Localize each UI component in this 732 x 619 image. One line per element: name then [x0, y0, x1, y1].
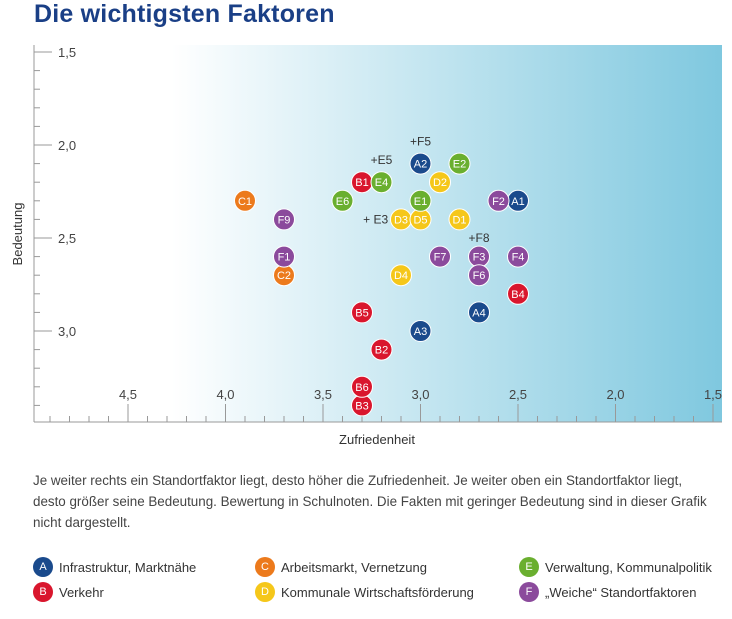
x-tick-label: 3,5	[314, 387, 332, 402]
legend-label-a: Infrastruktur, Marktnähe	[59, 559, 197, 575]
y-ticks: 1,5 2,0 2,5 3,0	[34, 45, 76, 406]
y-tick-label: 2,5	[58, 231, 76, 246]
data-label-b3: B3	[355, 400, 368, 412]
legend-item-c: C Arbeitsmarkt, Vernetzung	[255, 556, 427, 578]
data-point-d1	[448, 208, 471, 231]
y-tick-label: 2,0	[58, 138, 76, 153]
data-label-f9: F9	[278, 214, 291, 226]
data-label-d2: D2	[433, 177, 447, 189]
annotation-label: + E3	[363, 212, 388, 226]
legend-badge-e: E	[519, 557, 539, 577]
legend: A Infrastruktur, Marktnähe C Arbeitsmark…	[33, 556, 732, 616]
legend-label-b: Verkehr	[59, 584, 104, 600]
legend-badge-c: C	[255, 557, 275, 577]
data-label-b4: B4	[511, 289, 524, 301]
data-label-b1: B1	[355, 177, 368, 189]
data-point-b2	[370, 338, 393, 361]
data-label-e6: E6	[336, 196, 349, 208]
x-ticks: 4,5 4,0 3,5 3,0 2,5 2,0 1,5	[49, 387, 722, 422]
data-label-a1: A1	[511, 196, 524, 208]
data-point-f7	[429, 245, 451, 268]
plot-background	[34, 45, 722, 422]
data-label-e2: E2	[453, 159, 466, 171]
x-tick-label: 2,0	[606, 387, 624, 402]
data-point-f4	[507, 245, 529, 268]
annotation-label: +F8	[468, 231, 489, 245]
data-label-b5: B5	[355, 307, 368, 319]
legend-item-b: B Verkehr	[33, 581, 104, 603]
data-point-e6	[331, 189, 354, 212]
data-point-d4	[390, 264, 412, 287]
data-point-b4	[507, 282, 529, 305]
data-label-f6: F6	[473, 270, 486, 282]
data-label-e4: E4	[375, 177, 388, 189]
data-point-f6	[468, 264, 490, 287]
data-point-b6	[351, 375, 373, 398]
annotation-label: +E5	[371, 153, 393, 167]
x-tick-label: 1,5	[704, 387, 722, 402]
data-point-a4	[468, 301, 490, 324]
data-label-d5: D5	[413, 214, 427, 226]
data-label-c1: C1	[238, 196, 252, 208]
data-point-e2	[448, 152, 471, 175]
data-point-c1	[234, 189, 256, 212]
legend-badge-f: F	[519, 582, 539, 602]
legend-badge-d: D	[255, 582, 275, 602]
legend-label-f: „Weiche“ Standortfaktoren	[545, 584, 697, 600]
legend-label-e: Verwaltung, Kommunalpolitik	[545, 559, 712, 575]
legend-item-d: D Kommunale Wirtschaftsförderung	[255, 581, 474, 603]
data-label-b6: B6	[355, 382, 368, 394]
data-point-f2	[487, 189, 510, 212]
x-tick-label: 4,5	[119, 387, 137, 402]
data-label-d4: D4	[394, 270, 408, 282]
data-label-f2: F2	[492, 196, 505, 208]
legend-item-f: F „Weiche“ Standortfaktoren	[519, 581, 697, 603]
data-label-f3: F3	[473, 252, 486, 264]
data-label-d3: D3	[394, 214, 408, 226]
y-axis-label: Bedeutung	[10, 203, 25, 266]
legend-label-d: Kommunale Wirtschaftsförderung	[281, 584, 474, 600]
chart-caption: Je weiter rechts ein Standortfaktor lieg…	[33, 473, 707, 530]
data-point-f1	[273, 245, 295, 268]
y-tick-label: 1,5	[58, 45, 76, 60]
data-point-e4	[370, 171, 393, 194]
chart-title: Die wichtigsten Faktoren	[34, 0, 335, 28]
x-tick-label: 3,0	[411, 387, 429, 402]
legend-badge-b: B	[33, 582, 53, 602]
legend-label-c: Arbeitsmarkt, Vernetzung	[281, 559, 427, 575]
x-tick-label: 4,0	[216, 387, 234, 402]
data-points: A1 A2 A3 A4 B1 B2 B3 B4 B5 B6 C1 C2 D1 D2 D3 D4 D5 E1 E2 E4…	[234, 152, 529, 417]
data-label-a4: A4	[472, 307, 485, 319]
annotations: +F5 +E5 + E3 +F8	[363, 134, 490, 245]
x-tick-label: 2,5	[509, 387, 527, 402]
data-label-f1: F1	[278, 252, 291, 264]
data-point-d2	[429, 171, 451, 194]
data-point-f9	[273, 208, 295, 231]
annotation-label: +F5	[410, 134, 431, 148]
data-label-c2: C2	[277, 270, 291, 282]
data-label-f7: F7	[434, 252, 447, 264]
data-label-e1: E1	[414, 196, 427, 208]
legend-badge-a: A	[33, 557, 53, 577]
data-point-a3	[409, 320, 432, 342]
data-point-a2	[409, 152, 432, 175]
scatter-chart: 1,5 2,0 2,5 3,0 4,5 4,0 3,5 3,0 2,5 2,0 1,5 +F5 +E…	[10, 45, 722, 447]
data-label-a3: A3	[414, 326, 427, 338]
data-label-d1: D1	[452, 214, 466, 226]
data-label-f4: F4	[512, 252, 525, 264]
data-label-b2: B2	[375, 345, 388, 357]
data-point-b5	[351, 301, 373, 324]
legend-item-a: A Infrastruktur, Marktnähe	[33, 556, 196, 578]
data-label-a2: A2	[414, 159, 427, 171]
legend-item-e: E Verwaltung, Kommunalpolitik	[519, 556, 712, 578]
x-axis-label: Zufriedenheit	[339, 432, 415, 447]
data-point-e1	[409, 189, 432, 212]
y-tick-label: 3,0	[58, 324, 76, 339]
